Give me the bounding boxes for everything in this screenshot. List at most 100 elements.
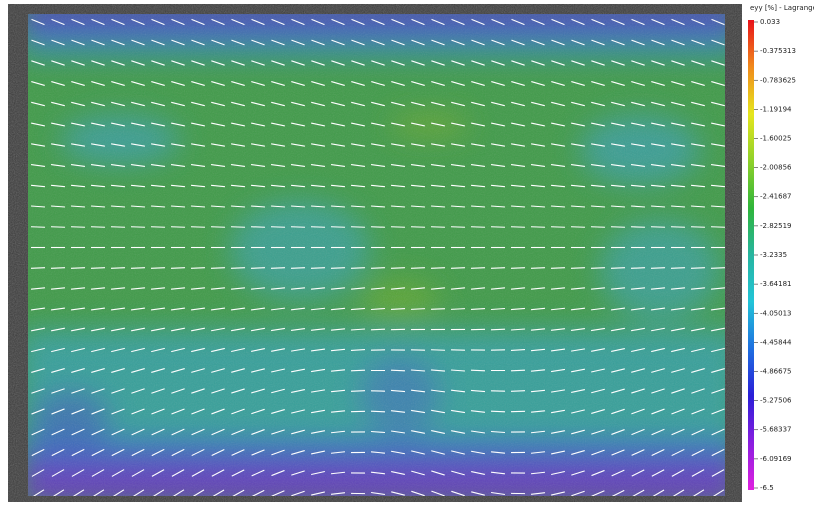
strain-vector: [251, 122, 265, 127]
strain-vector: [691, 428, 705, 436]
strain-vector: [130, 163, 146, 168]
strain-vector: [530, 328, 546, 331]
strain-vector: [111, 347, 125, 353]
strain-vector: [510, 307, 526, 311]
strain-vector: [191, 388, 205, 394]
strain-vector: [51, 18, 65, 26]
strain-vector: [210, 205, 226, 208]
strain-vector: [651, 327, 665, 332]
strain-vector: [671, 18, 685, 26]
strain-vector: [210, 267, 226, 269]
strain-vector: [171, 469, 185, 477]
strain-vector: [151, 368, 165, 373]
strain-vector: [150, 307, 166, 311]
strain-vector: [151, 428, 165, 436]
strain-vector: [91, 368, 105, 373]
strain-vector: [410, 267, 426, 269]
strain-vector: [131, 469, 145, 477]
strain-vector: [651, 408, 665, 415]
strain-vector: [611, 60, 625, 66]
strain-vector: [190, 307, 206, 311]
strain-vector: [411, 122, 425, 127]
strain-vector: [710, 287, 725, 290]
strain-vector: [651, 18, 665, 26]
strain-vector: [191, 428, 205, 436]
strain-vector: [171, 143, 185, 147]
strain-vector: [70, 163, 86, 168]
strain-vector: [590, 163, 606, 168]
strain-vector: [511, 122, 525, 127]
strain-vector: [491, 101, 505, 107]
strain-vector: [170, 205, 186, 208]
strain-vector: [391, 81, 405, 86]
strain-vector: [251, 101, 265, 107]
strain-vector: [151, 388, 165, 394]
strain-vector: [91, 327, 105, 332]
strain-vector: [331, 122, 345, 127]
strain-vector: [370, 328, 386, 331]
strain-vector: [330, 287, 346, 290]
strain-vector: [710, 267, 725, 269]
strain-vector: [251, 449, 265, 456]
strain-vector: [591, 122, 605, 127]
strain-vector: [271, 18, 285, 26]
colorbar-ticks: 0.033 -0.375313 -0.783625 -1.19194 -1.60025 -…: [754, 18, 796, 492]
strain-vector: [311, 18, 325, 26]
strain-vector: [591, 348, 605, 352]
strain-vector: [71, 408, 85, 415]
strain-vector: [631, 327, 645, 332]
strain-vector: [51, 122, 65, 127]
strain-vector: [451, 122, 465, 127]
strain-vector: [411, 490, 425, 496]
strain-vector: [710, 163, 725, 168]
strain-vector: [431, 101, 445, 107]
strain-vector: [690, 307, 706, 311]
strain-vector: [471, 39, 485, 46]
strain-vector: [271, 348, 285, 352]
strain-vector: [411, 39, 425, 46]
strain-vector: [271, 409, 285, 414]
strain-vector: [30, 205, 46, 208]
strain-vector: [291, 39, 305, 46]
strain-vector: [571, 143, 585, 147]
colorbar-tick-label: 0.033: [760, 18, 780, 26]
strain-vector: [70, 184, 86, 188]
strain-vector: [150, 205, 166, 208]
strain-vector: [71, 101, 85, 107]
strain-vector: [211, 101, 225, 107]
strain-vector: [630, 184, 646, 188]
strain-vector: [330, 163, 346, 168]
strain-vector: [691, 39, 705, 46]
strain-vector: [30, 287, 46, 290]
strain-vector: [391, 491, 405, 496]
strain-vector: [691, 81, 705, 86]
strain-vector: [231, 18, 245, 26]
strain-vector: [271, 449, 285, 456]
strain-vector: [350, 369, 366, 372]
colorbar-tick-label: -6.5: [760, 484, 774, 492]
strain-vector: [430, 349, 446, 351]
strain-vector: [550, 184, 566, 188]
strain-vector: [610, 287, 626, 290]
strain-vector: [390, 410, 406, 413]
strain-vector: [571, 429, 585, 435]
strain-vector: [171, 18, 185, 26]
strain-vector: [471, 470, 485, 476]
strain-vector: [330, 471, 346, 475]
strain-vector: [591, 81, 605, 86]
colorbar-tick-label: -5.27506: [760, 397, 792, 405]
strain-vector: [591, 469, 605, 477]
strain-vector: [611, 81, 625, 86]
strain-vector: [611, 143, 625, 147]
strain-vector: [351, 101, 365, 107]
strain-vector: [690, 287, 706, 290]
strain-vector: [431, 409, 445, 414]
strain-vector: [411, 430, 425, 434]
strain-vector: [371, 101, 385, 107]
strain-vector: [131, 408, 145, 415]
strain-vector: [571, 490, 585, 496]
strain-vector: [591, 18, 605, 26]
strain-vector: [650, 205, 666, 208]
strain-vector: [71, 39, 85, 46]
